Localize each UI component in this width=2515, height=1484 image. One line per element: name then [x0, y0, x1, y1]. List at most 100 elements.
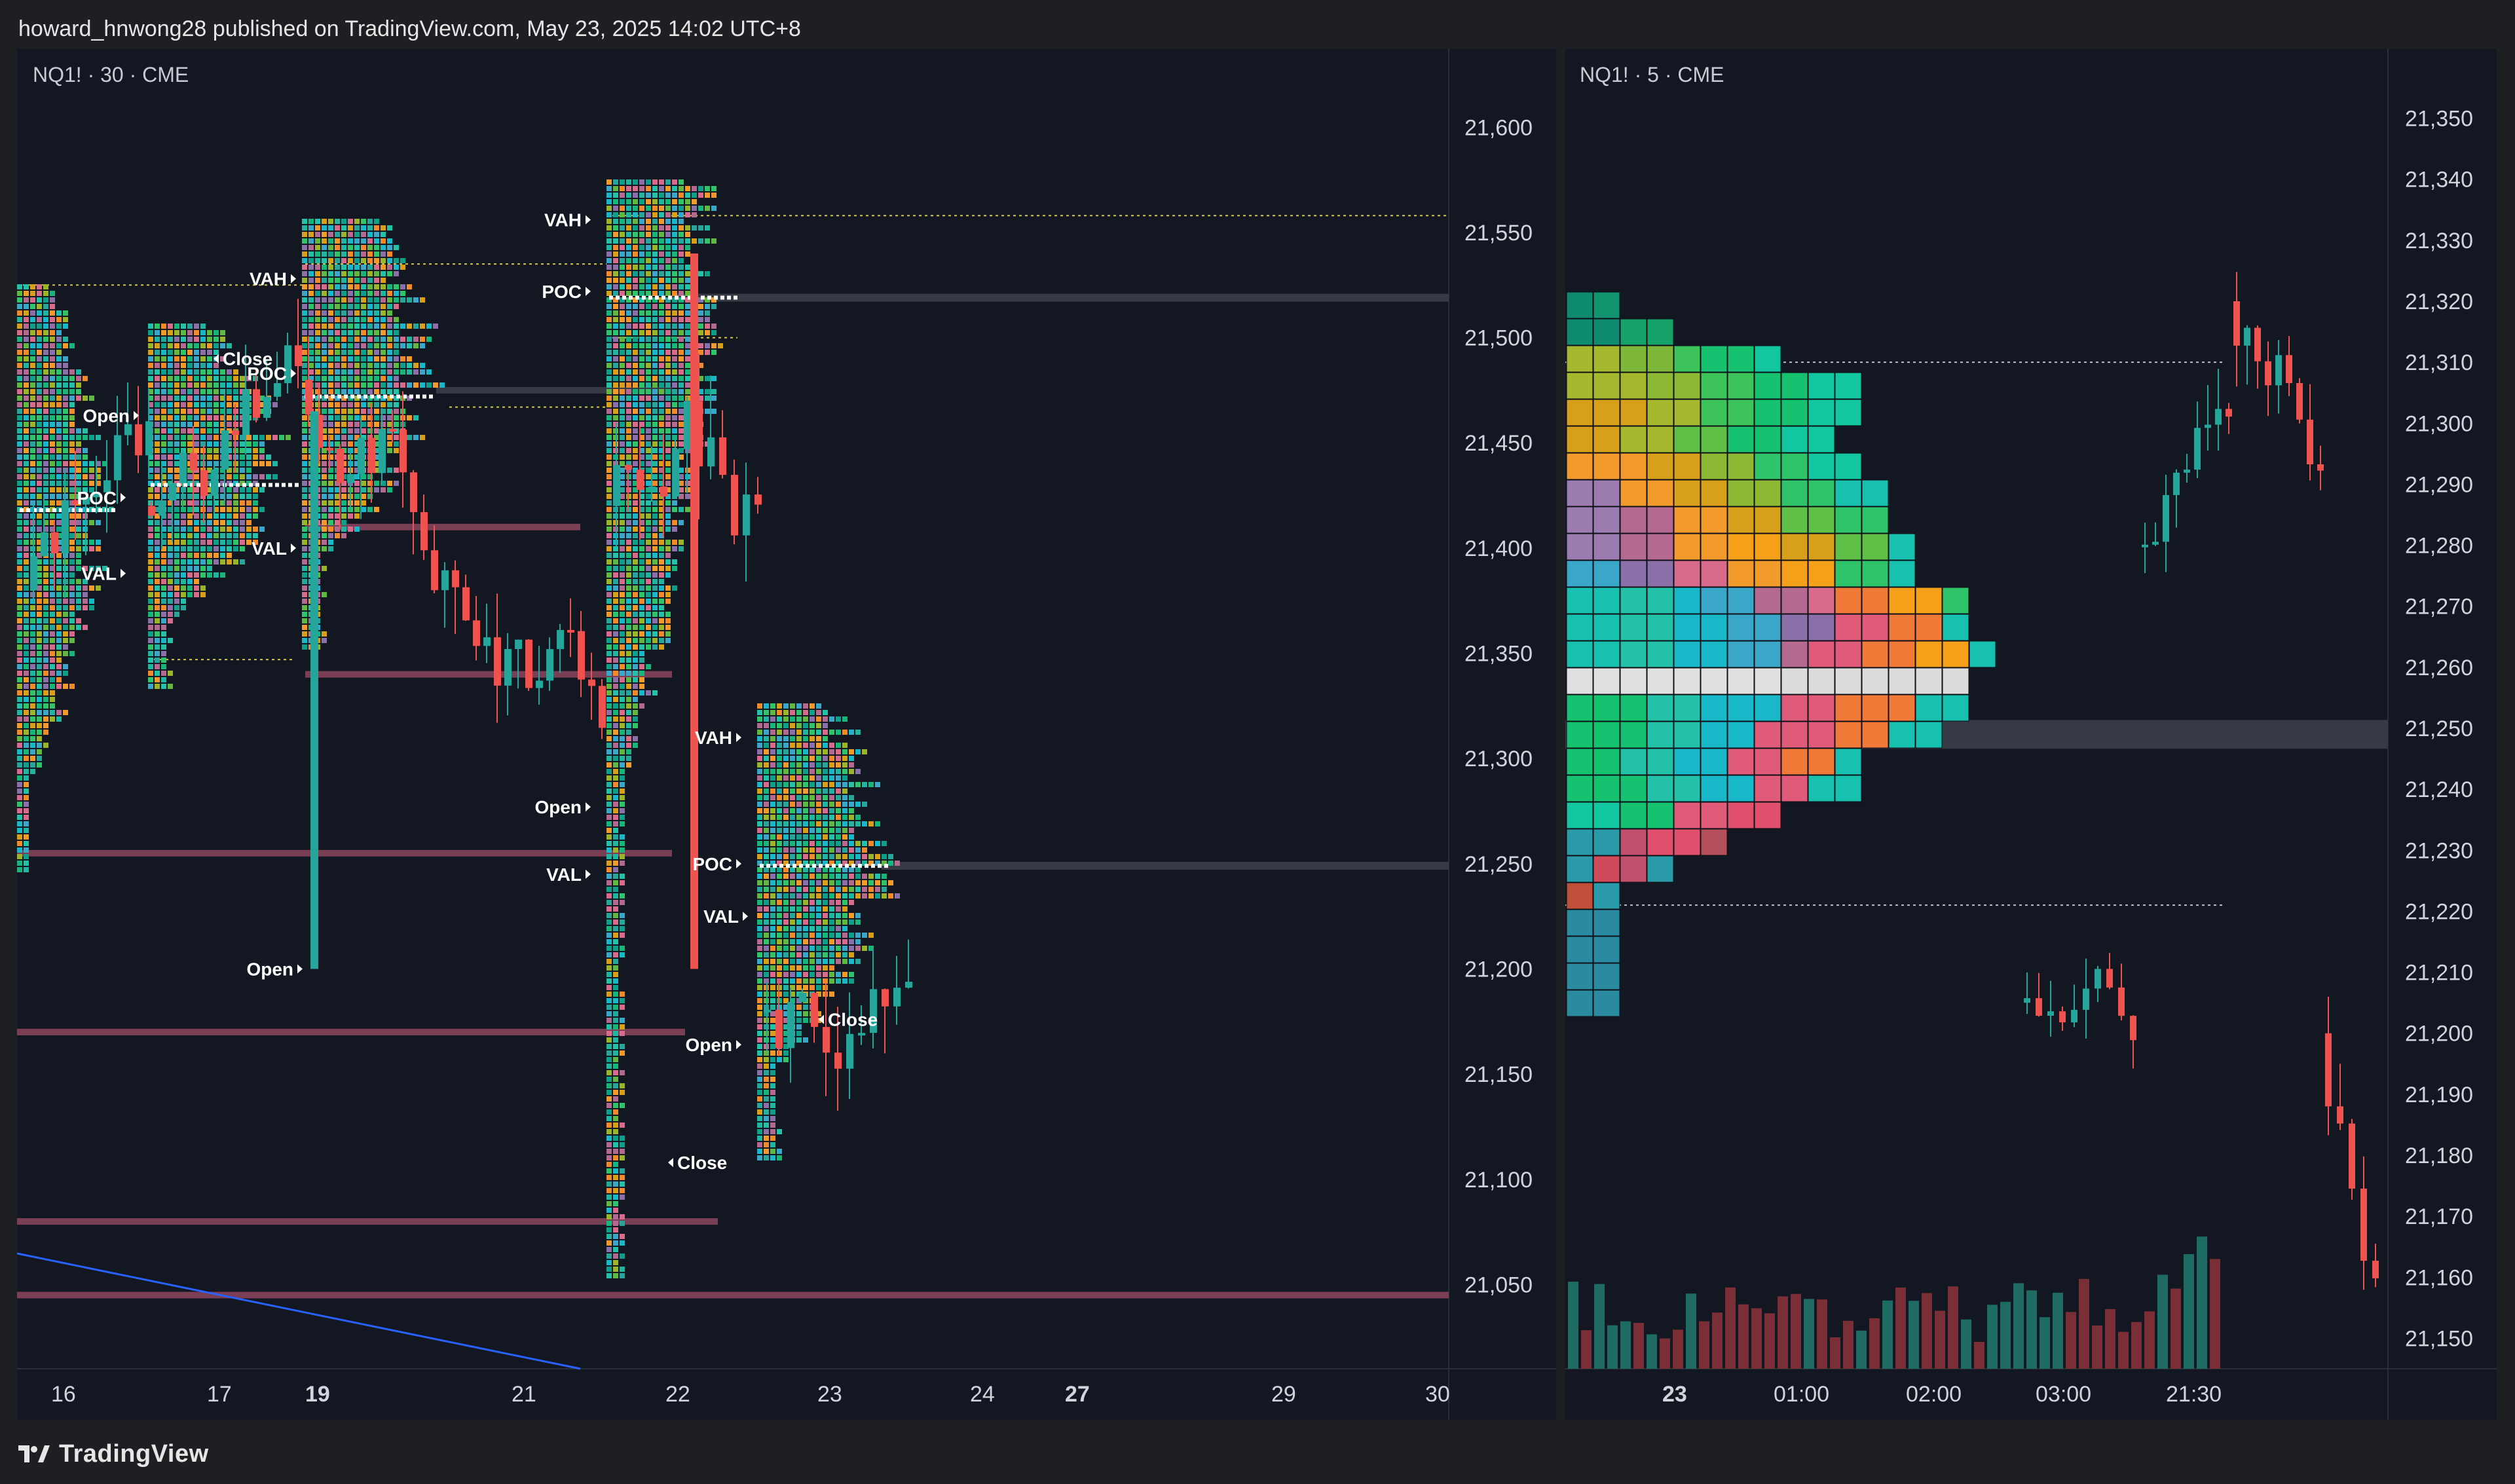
volume-profile-cell — [200, 546, 206, 551]
volume-profile-cell — [679, 199, 684, 204]
volume-profile-cell — [341, 258, 346, 263]
candle-body — [93, 492, 100, 498]
volume-profile-cell — [43, 612, 48, 617]
volume-profile-cell — [381, 409, 386, 414]
volume-profile-cell — [341, 232, 346, 237]
volume-profile-cell — [1808, 587, 1835, 614]
volume-profile-cell — [246, 494, 252, 499]
chart-canvas-5m[interactable]: 21,35021,34021,33021,32021,31021,30021,2… — [1565, 48, 2497, 1420]
volume-profile-cell — [620, 232, 625, 237]
volume-profile-cell — [685, 324, 690, 329]
volume-profile-cell — [155, 415, 160, 420]
volume-profile-cell — [1566, 533, 1593, 561]
volume-profile-cell — [770, 710, 775, 715]
volume-profile-cell — [17, 782, 22, 787]
candle-body — [2307, 419, 2313, 465]
volume-profile-cell — [626, 369, 631, 375]
volume-profile-cell — [328, 454, 333, 460]
volume-profile-cell — [659, 382, 664, 388]
volume-profile-cell — [335, 245, 340, 250]
volume-profile-cell — [777, 959, 782, 964]
price-tick-label: 21,250 — [1464, 852, 1533, 877]
volume-bar — [1948, 1286, 1958, 1369]
volume-profile-cell — [626, 743, 631, 748]
volume-profile-cell — [155, 461, 160, 466]
volume-profile-cell — [626, 625, 631, 630]
volume-profile-cell — [606, 828, 612, 833]
tradingview-wordmark: TradingView — [59, 1439, 209, 1468]
volume-profile-cell — [633, 193, 638, 198]
volume-profile-cell — [148, 494, 153, 499]
volume-profile-cell — [790, 808, 795, 813]
volume-profile-cell — [803, 952, 808, 957]
volume-profile-cell — [302, 448, 307, 453]
volume-profile-cell — [381, 481, 386, 486]
volume-profile-cell — [322, 251, 327, 257]
volume-profile-cell — [43, 743, 48, 748]
volume-profile-cell — [155, 592, 160, 597]
volume-profile-cell — [413, 297, 419, 303]
volume-profile-cell — [639, 258, 644, 263]
volume-profile-cell — [1835, 640, 1862, 668]
volume-profile-cell — [620, 1181, 625, 1187]
volume-profile-cell — [413, 337, 419, 342]
volume-profile-cell — [705, 396, 710, 401]
volume-profile-cell — [30, 690, 35, 696]
volume-profile-cell — [823, 762, 828, 768]
volume-profile-cell — [161, 546, 166, 551]
volume-profile-cell — [606, 900, 612, 905]
volume-profile-cell — [803, 933, 808, 938]
volume-profile-cell — [348, 513, 353, 519]
volume-profile-cell — [381, 284, 386, 289]
volume-profile-cell — [606, 258, 612, 263]
volume-profile-cell — [606, 1214, 612, 1219]
chart-panel-30m[interactable]: NQ1! · 30 · CME VAH POC VAH Close POC Open POC… — [17, 48, 1556, 1420]
volume-profile-cell — [227, 409, 232, 414]
volume-profile-cell — [652, 605, 658, 610]
volume-profile-cell — [259, 474, 265, 479]
volume-profile-cell — [613, 1018, 618, 1023]
volume-profile-cell — [783, 939, 789, 944]
volume-profile-cell — [161, 684, 166, 689]
volume-profile-cell — [1781, 614, 1808, 641]
volume-profile-cell — [803, 834, 808, 840]
volume-profile-cell — [354, 291, 360, 296]
volume-profile-cell — [606, 206, 612, 211]
volume-profile-cell — [777, 730, 782, 735]
volume-profile-cell — [24, 592, 29, 597]
volume-profile-cell — [1808, 479, 1835, 507]
volume-profile-cell — [606, 684, 612, 689]
volume-profile-cell — [214, 330, 219, 335]
volume-profile-cell — [187, 409, 193, 414]
volume-profile-cell — [1861, 533, 1889, 561]
volume-profile-cell — [1673, 533, 1701, 561]
chart-canvas-30m[interactable]: VAHPOCVAHClosePOCOpenPOCVALVALVAHOpenPOC… — [17, 48, 1556, 1420]
volume-profile-cell — [413, 363, 419, 368]
volume-profile-cell — [76, 599, 81, 604]
volume-profile-cell — [803, 788, 808, 794]
volume-profile-cell — [187, 553, 193, 558]
volume-profile-cell — [646, 527, 651, 532]
volume-profile-cell — [279, 435, 284, 440]
chart-panel-5m[interactable]: NQ1! · 5 · CME 21,350 21,340 21,330 21,320 2… — [1565, 48, 2497, 1420]
volume-profile-cell — [328, 350, 333, 355]
volume-profile-cell — [194, 494, 199, 499]
volume-profile-cell — [639, 278, 644, 283]
volume-bar — [2092, 1326, 2102, 1369]
volume-profile-cell — [646, 612, 651, 617]
volume-profile-cell — [302, 310, 307, 316]
volume-profile-cell — [659, 363, 664, 368]
volume-profile-cell — [757, 828, 762, 833]
volume-profile-cell — [639, 238, 644, 244]
volume-profile-cell — [783, 933, 789, 938]
volume-profile-cell — [665, 540, 671, 545]
volume-profile-cell — [639, 225, 644, 231]
volume-profile-cell — [354, 324, 360, 329]
volume-profile-cell — [606, 1083, 612, 1088]
volume-profile-cell — [272, 474, 278, 479]
volume-profile-cell — [836, 919, 841, 925]
volume-profile-cell — [620, 559, 625, 565]
volume-profile-cell — [168, 376, 173, 381]
volume-profile-cell — [328, 297, 333, 303]
volume-profile-cell — [796, 847, 802, 853]
